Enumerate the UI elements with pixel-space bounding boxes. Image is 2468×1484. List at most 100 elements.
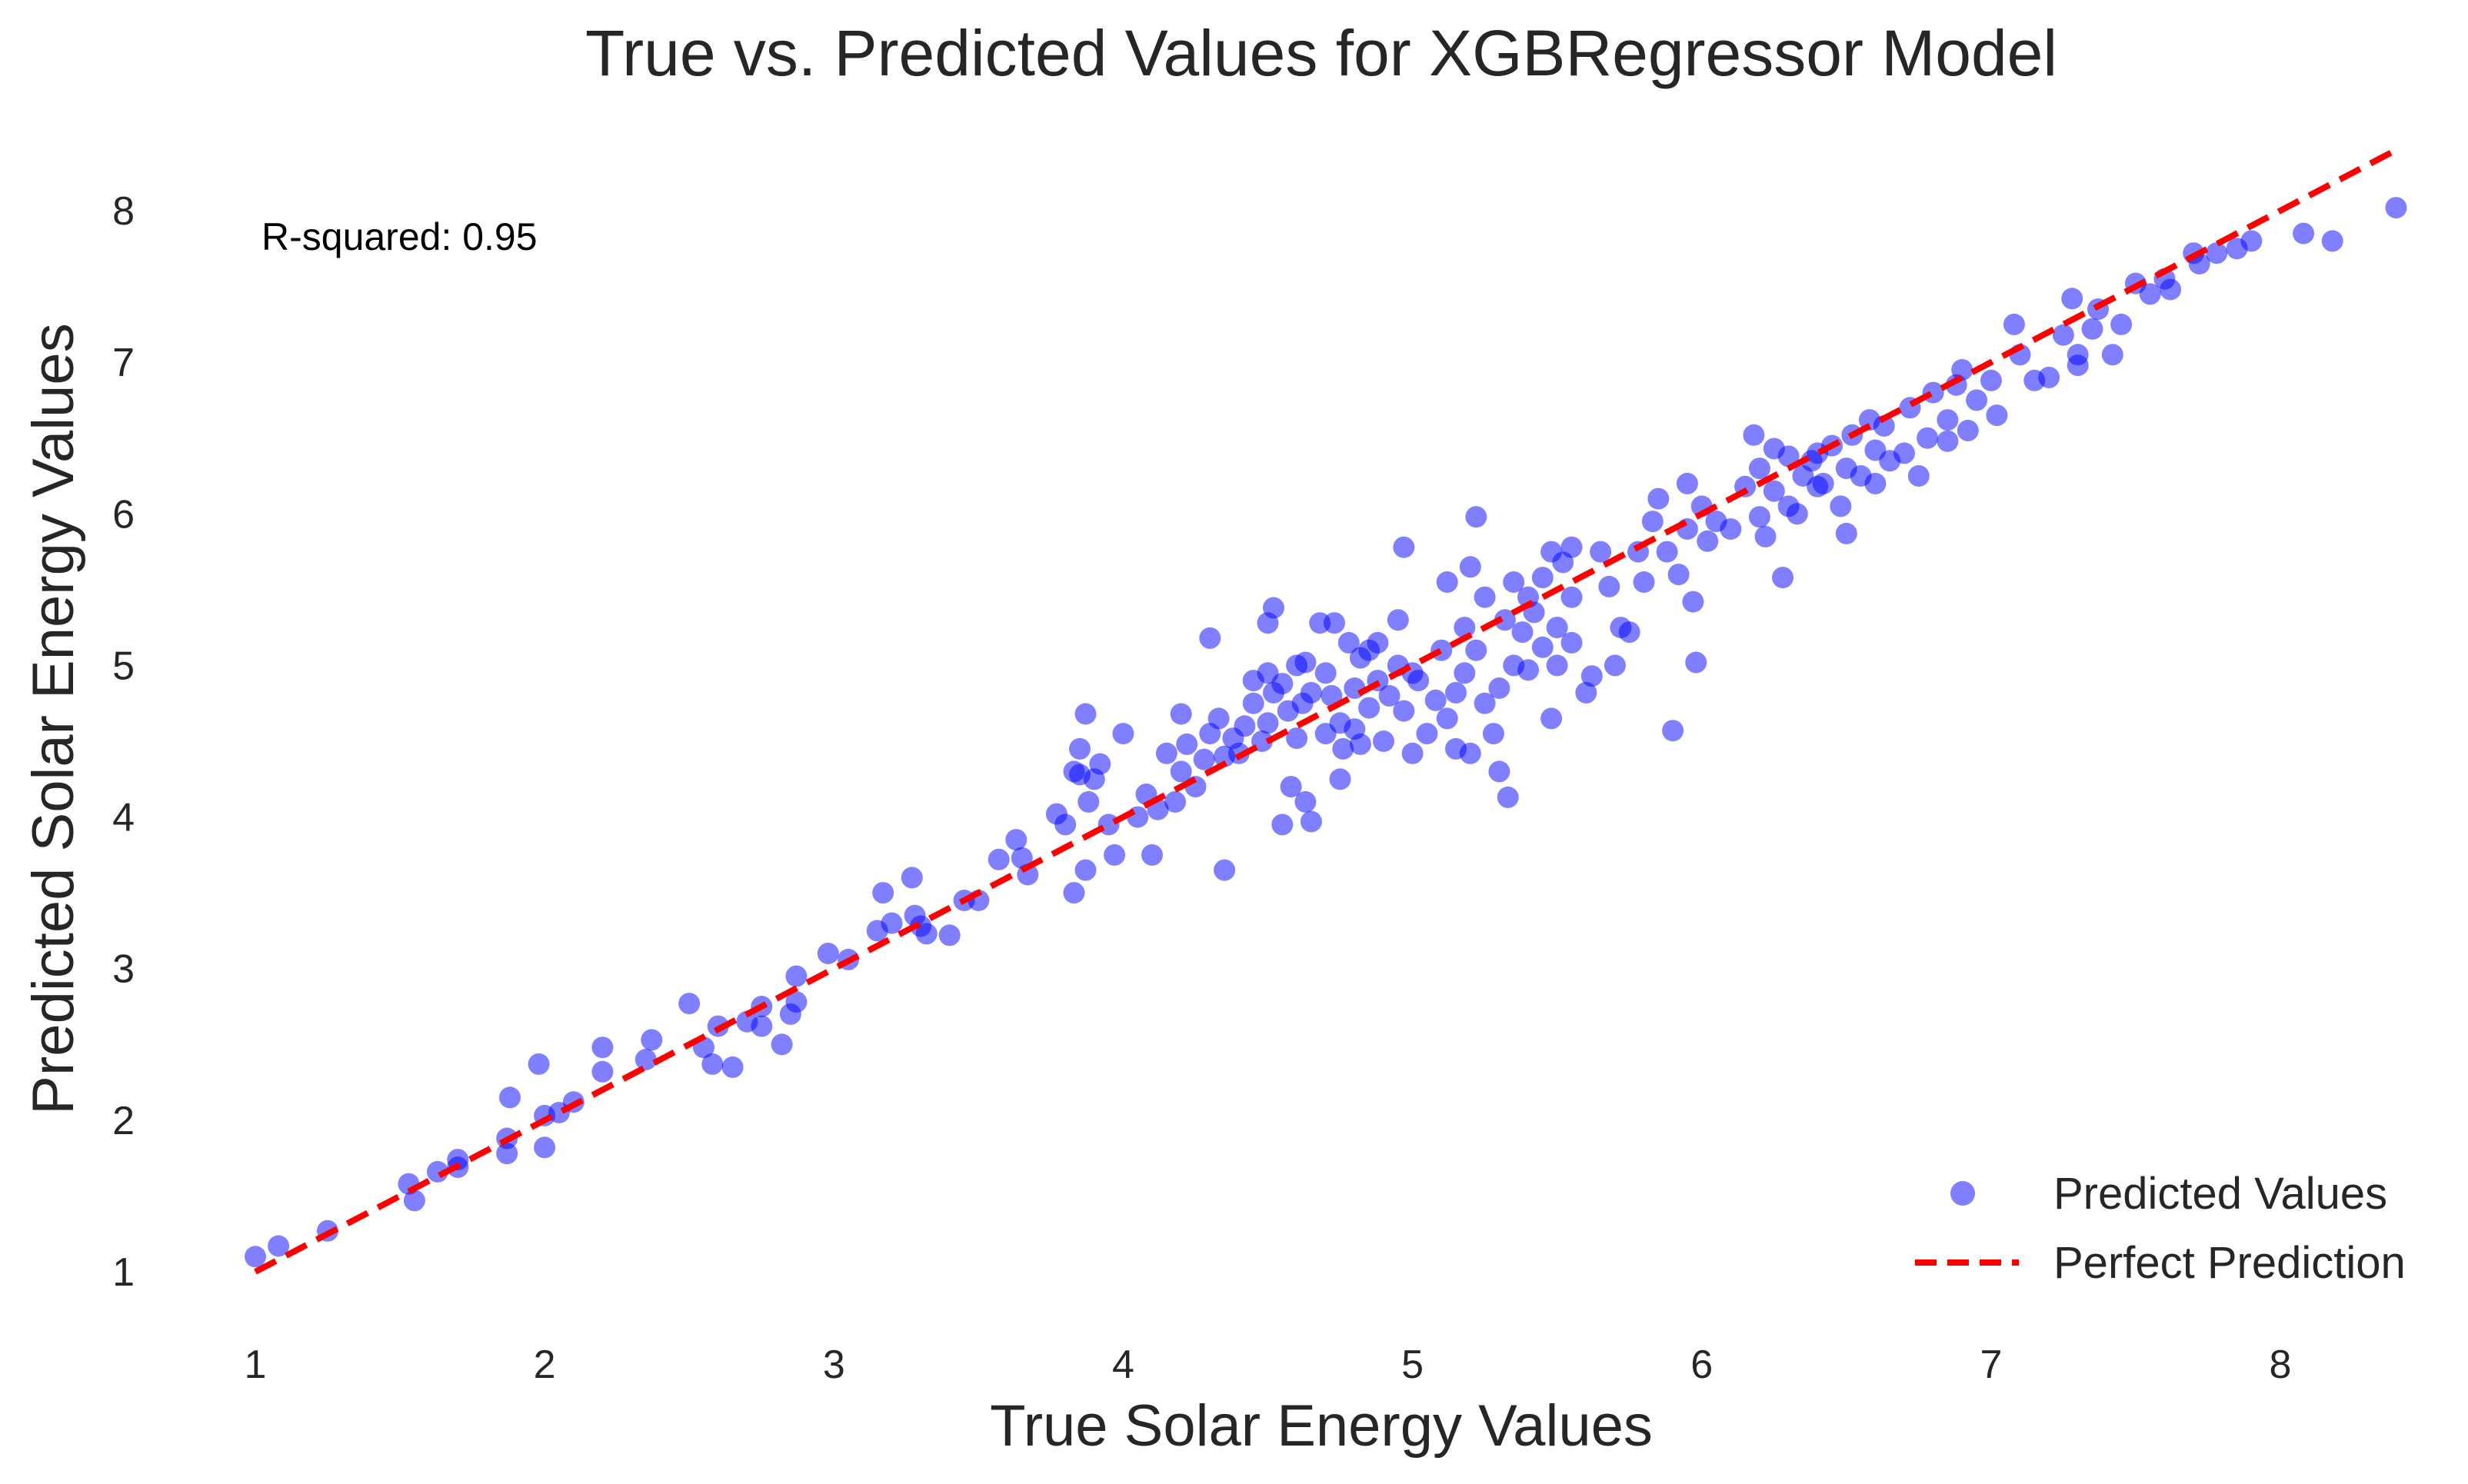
- x-tick-label: 3: [823, 1343, 845, 1387]
- data-point: [591, 1036, 614, 1059]
- data-point: [1618, 621, 1640, 644]
- x-tick-label: 8: [2270, 1343, 2292, 1387]
- x-axis-label: True Solar Energy Values: [990, 1393, 1653, 1459]
- data-point: [1697, 530, 1719, 552]
- data-point: [1234, 715, 1256, 737]
- legend-label-perfect: Perfect Prediction: [2053, 1238, 2406, 1288]
- data-point: [1214, 859, 1236, 881]
- data-point: [1344, 677, 1366, 699]
- data-point: [1373, 730, 1394, 752]
- data-point: [2061, 288, 2083, 310]
- data-point: [771, 1033, 793, 1056]
- data-point: [2293, 222, 2315, 245]
- data-point: [1005, 829, 1028, 851]
- data-point: [1830, 495, 1852, 517]
- data-point: [1951, 359, 1973, 381]
- data-point: [1367, 631, 1389, 654]
- data-point: [2038, 366, 2060, 388]
- data-point: [1263, 597, 1284, 619]
- data-point: [591, 1060, 614, 1083]
- data-point: [1074, 703, 1097, 725]
- data-point: [1633, 571, 1655, 593]
- data-point: [496, 1143, 518, 1165]
- data-point: [641, 1029, 663, 1051]
- data-point: [1164, 790, 1187, 813]
- data-point: [1407, 670, 1430, 692]
- data-point: [1748, 506, 1770, 528]
- data-point: [1531, 636, 1554, 658]
- data-point: [1873, 414, 1895, 437]
- data-point: [1271, 673, 1294, 695]
- y-tick-label: 1: [112, 1250, 135, 1295]
- data-point: [1598, 575, 1620, 597]
- data-point: [1251, 730, 1273, 752]
- data-point: [1089, 753, 1111, 775]
- data-point: [2003, 313, 2025, 335]
- y-tick-label: 6: [112, 492, 135, 537]
- data-point: [2385, 197, 2407, 219]
- data-point: [499, 1086, 521, 1109]
- legend-label-predicted: Predicted Values: [2053, 1169, 2387, 1219]
- data-point: [1077, 790, 1100, 813]
- data-point: [1917, 427, 1939, 449]
- data-point: [1864, 472, 1887, 494]
- data-point: [1590, 541, 1612, 563]
- data-point: [1656, 541, 1678, 563]
- data-point: [1763, 480, 1785, 502]
- data-point: [1922, 381, 1944, 404]
- data-point: [1957, 419, 1979, 441]
- data-point: [1112, 723, 1134, 745]
- data-point: [1835, 522, 1857, 544]
- data-point: [678, 993, 701, 1015]
- data-point: [751, 1015, 773, 1037]
- data-point: [1054, 814, 1077, 836]
- data-point: [1546, 654, 1568, 677]
- data-point: [1786, 503, 1808, 525]
- data-point: [1986, 404, 2008, 427]
- data-point: [1393, 700, 1415, 722]
- y-tick-label: 2: [112, 1099, 135, 1143]
- data-point: [1337, 631, 1360, 654]
- data-point: [1604, 654, 1626, 677]
- line-layer: [254, 147, 2398, 1275]
- data-point: [1511, 621, 1534, 644]
- data-point: [1531, 567, 1554, 589]
- data-point: [1141, 843, 1163, 866]
- x-tick-label: 4: [1112, 1343, 1134, 1387]
- data-point: [2206, 242, 2228, 265]
- data-point: [1074, 859, 1097, 881]
- data-point: [1474, 692, 1496, 714]
- data-point: [1720, 518, 1742, 540]
- data-point: [1329, 768, 1351, 790]
- data-point: [1387, 609, 1409, 631]
- data-point: [701, 1053, 724, 1075]
- data-point: [1193, 748, 1215, 770]
- data-point: [1358, 697, 1381, 719]
- x-axis-ticks: 1 2 3 4 5 6 7 8: [245, 1343, 2292, 1387]
- data-point: [2067, 354, 2089, 377]
- data-point: [1445, 681, 1467, 704]
- data-point: [817, 943, 839, 964]
- data-point: [1560, 536, 1583, 558]
- data-point: [1170, 703, 1192, 725]
- data-point: [2321, 230, 2343, 252]
- data-point: [1907, 465, 1930, 487]
- data-point: [1497, 786, 1519, 808]
- x-tick-label: 6: [1690, 1343, 1713, 1387]
- data-point: [1257, 712, 1279, 734]
- data-point: [938, 924, 961, 947]
- data-point: [1424, 689, 1447, 711]
- data-point: [2052, 324, 2074, 346]
- data-point: [1097, 814, 1120, 836]
- data-point: [1743, 424, 1765, 446]
- y-tick-label: 7: [112, 341, 135, 385]
- data-point: [1503, 571, 1525, 593]
- data-point: [1349, 733, 1371, 755]
- data-point: [1184, 776, 1207, 798]
- data-point: [1966, 389, 1988, 411]
- x-tick-label: 1: [245, 1343, 267, 1387]
- data-point: [1676, 472, 1698, 494]
- data-point: [1465, 506, 1487, 528]
- data-point: [427, 1160, 448, 1183]
